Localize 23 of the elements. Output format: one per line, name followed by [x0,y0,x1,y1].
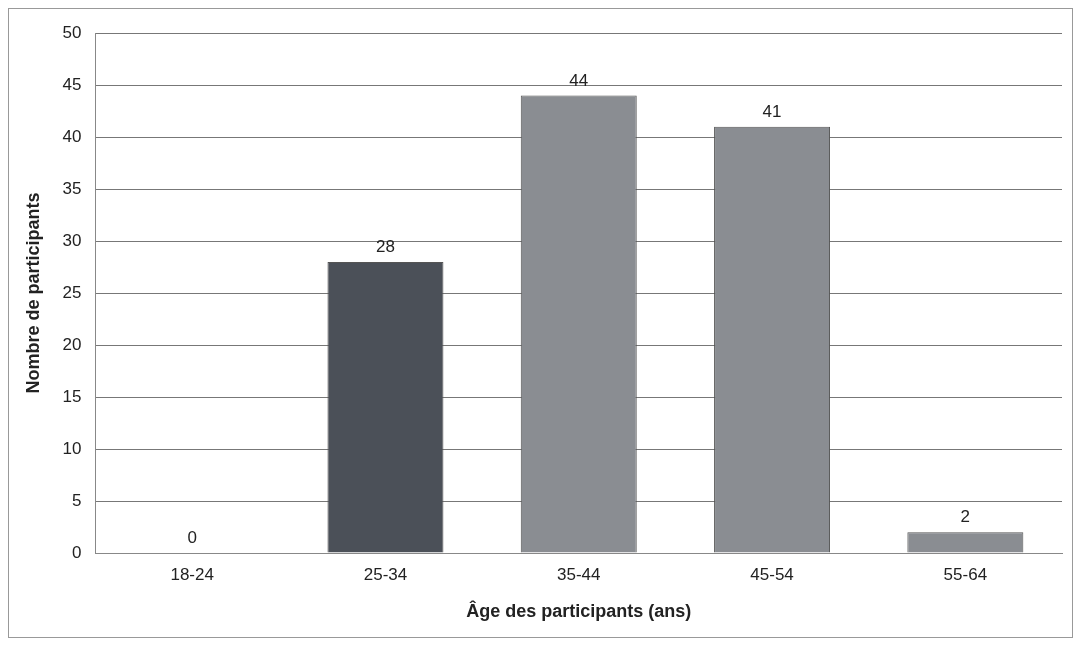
x-tick-label: 25-34 [363,564,408,584]
x-tick-label: 55-64 [943,564,988,584]
y-axis-title: Nombre de participants [22,192,43,394]
y-tick-label: 15 [62,386,82,406]
x-axis-title: Âge des participants (ans) [466,600,692,622]
y-tick-label: 30 [62,230,82,250]
data-label: 41 [762,101,782,121]
y-tick-label: 50 [62,22,82,42]
data-label: 2 [960,507,971,527]
y-tick-label: 25 [62,282,82,302]
data-label: 44 [569,70,589,90]
y-tick-label: 45 [62,74,82,94]
y-tick-label: 5 [72,490,82,510]
x-tick-label: 18-24 [170,564,214,584]
x-tick-label: 35-44 [557,564,601,584]
data-label: 28 [376,237,395,257]
data-label: 0 [187,528,197,548]
y-tick-label: 20 [62,334,82,354]
y-tick-label: 0 [72,542,82,562]
x-tick-label: 45-54 [750,564,794,584]
y-tick-label: 35 [62,178,82,198]
y-tick-label: 10 [62,438,82,458]
y-tick-label: 40 [62,126,82,146]
